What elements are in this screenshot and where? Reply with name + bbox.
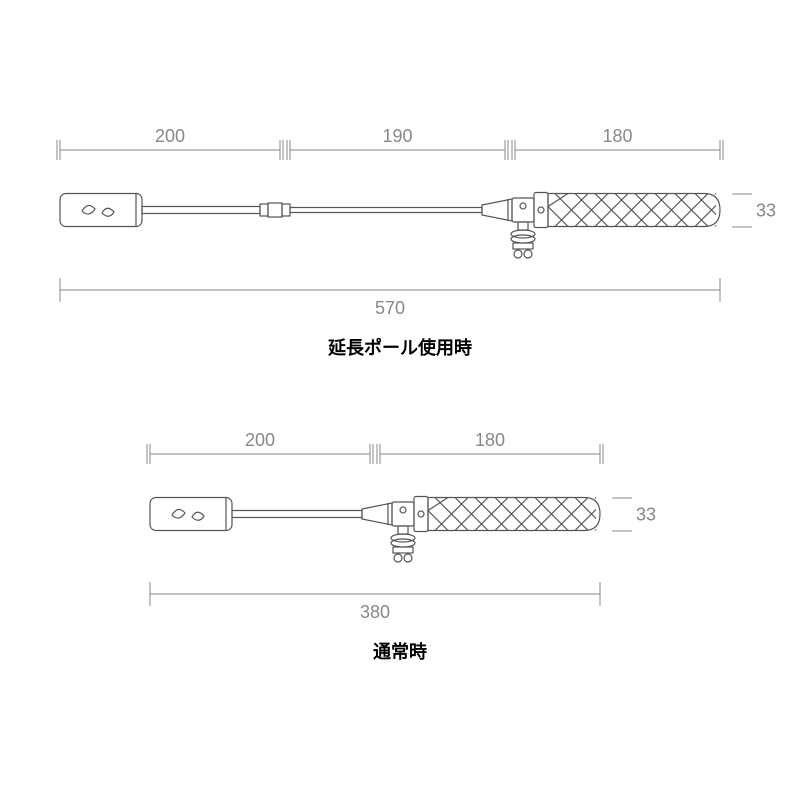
- technical-drawing: 200 190 180 570 33 延長ポール使用時 200 180 380 33 通常時: [0, 0, 800, 800]
- svg-text:190: 190: [382, 126, 412, 146]
- svg-text:380: 380: [360, 602, 390, 622]
- svg-text:200: 200: [245, 430, 275, 450]
- svg-text:570: 570: [375, 298, 405, 318]
- svg-text:延長ポール使用時: 延長ポール使用時: [327, 337, 472, 358]
- svg-text:33: 33: [756, 201, 776, 221]
- svg-text:180: 180: [475, 430, 505, 450]
- svg-text:200: 200: [155, 126, 185, 146]
- svg-text:通常時: 通常時: [373, 641, 427, 662]
- svg-text:180: 180: [602, 126, 632, 146]
- svg-text:33: 33: [636, 505, 656, 525]
